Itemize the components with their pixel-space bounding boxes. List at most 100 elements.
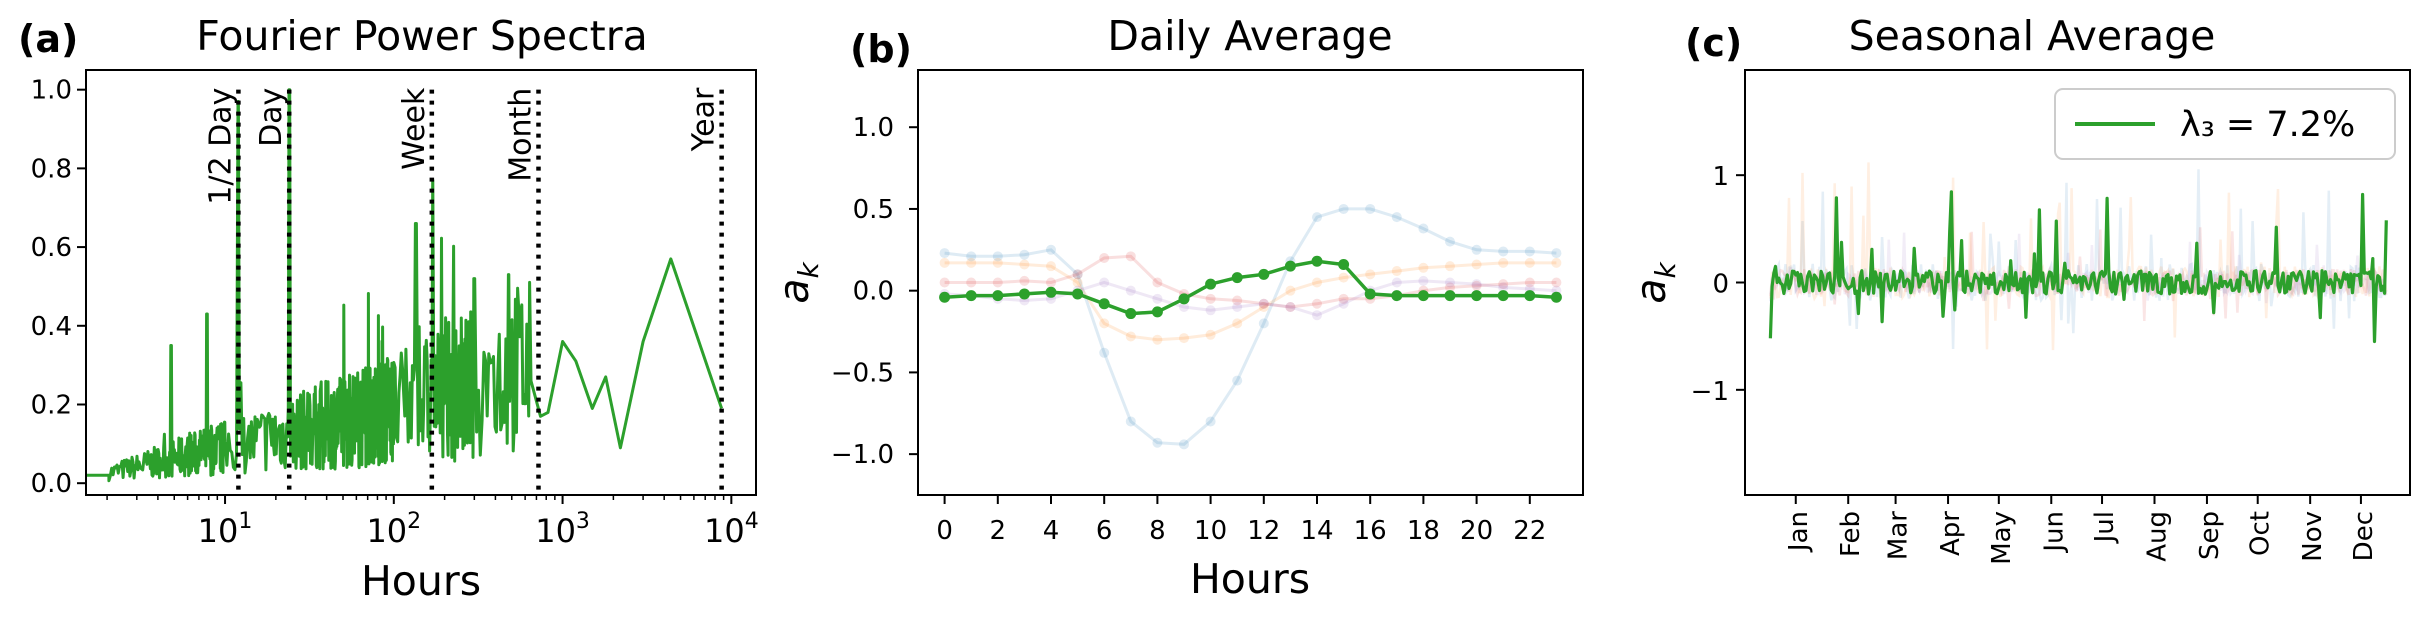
a-marker-label: 1/2 Day — [203, 88, 238, 205]
b-series-point — [1312, 277, 1322, 288]
c-xtick-label: May — [1987, 511, 2017, 565]
b-series-point — [1471, 280, 1482, 291]
b-series-point — [1471, 244, 1482, 255]
c-ytick-label: 0 — [1712, 270, 1729, 300]
a-ytick-label: 0.2 — [31, 390, 72, 420]
b-series-point — [1205, 416, 1216, 427]
a-marker-label: Week — [397, 87, 432, 170]
b-series-point — [1125, 285, 1136, 296]
b-series-point — [1391, 290, 1403, 302]
b-series-point — [1099, 347, 1110, 358]
b-series-point — [1046, 244, 1056, 255]
b-series-point — [1391, 277, 1402, 288]
b-series-point — [1072, 269, 1083, 280]
panel-a-frame — [85, 69, 757, 496]
c-xtick-label: Oct — [2246, 511, 2276, 556]
panel-b-ylabel: ak — [770, 261, 825, 304]
b-series-point — [1445, 282, 1455, 293]
c-xtick-label: Sep — [2195, 511, 2225, 560]
c-xtick-label: Nov — [2298, 511, 2328, 562]
panel-c-frame — [1744, 69, 2411, 496]
b-series-point — [1338, 272, 1349, 283]
b-series-point — [1098, 298, 1110, 310]
c-xtick-label: Jun — [2039, 511, 2069, 554]
b-series-point — [1152, 293, 1163, 304]
b-series-point — [1524, 246, 1535, 257]
b-series-point — [1045, 286, 1057, 298]
panel-c: (c) Seasonal Average −1 0 1 Jan Feb Mar Apr May… — [1627, 12, 2411, 565]
b-series-point — [939, 277, 950, 288]
b-xtick-label: 16 — [1354, 516, 1387, 546]
b-series-line — [944, 207, 1557, 446]
legend-box — [2054, 88, 2396, 160]
b-series-point — [1099, 277, 1110, 288]
b-series-point — [1099, 252, 1110, 263]
legend-label: λ₃ = 7.2% — [2180, 105, 2355, 145]
b-xtick-label: 2 — [990, 516, 1007, 546]
panel-a-plot-area: 0.0 0.2 0.4 0.6 0.8 1.0 101 102 103 104 1/2 Day Day… — [31, 76, 759, 550]
panel-b-frame — [917, 69, 1584, 496]
b-series-point — [1471, 290, 1483, 302]
panel-b-xlabel: Hours — [1190, 555, 1310, 603]
b-xtick-label: 8 — [1149, 516, 1166, 546]
panel-b-plot-area: −1.0 −0.5 0.0 0.5 1.0 0 2 4 6 8 10 12 14 16 18 20 22 — [831, 113, 1562, 546]
b-series-point — [1232, 295, 1243, 306]
b-series-line — [944, 261, 1557, 342]
b-series-line — [944, 254, 1557, 309]
b-series-point — [1285, 302, 1296, 313]
c-xtick-label: Aug — [2142, 511, 2172, 562]
a-ytick-label: 0.4 — [31, 312, 72, 342]
c-main-series-line — [1768, 190, 2388, 344]
panel-b-title: Daily Average — [1107, 12, 1392, 60]
b-series-point — [1258, 298, 1269, 309]
b-xtick-label: 6 — [1096, 516, 1113, 546]
b-xtick-label: 12 — [1247, 516, 1280, 546]
b-series-point — [1284, 260, 1296, 272]
c-ytick-label: −1 — [1691, 377, 1729, 407]
panel-c-ylabel: ak — [1627, 261, 1682, 304]
panel-b-label: (b) — [850, 27, 912, 71]
b-series-point — [1285, 285, 1296, 296]
b-series-point — [1179, 439, 1189, 450]
b-ytick-label: −1.0 — [831, 440, 894, 470]
c-xtick-label: Jul — [2090, 511, 2120, 544]
b-xtick-label: 20 — [1460, 516, 1493, 546]
a-xtick-label: 101 — [198, 509, 253, 550]
b-series-point — [965, 290, 977, 302]
b-series-point — [1046, 261, 1056, 272]
b-series-point — [1285, 302, 1296, 313]
b-series-point — [1445, 236, 1455, 247]
a-marker-label: Year — [687, 87, 722, 152]
panel-a: (a) Fourier Power Spectra 0.00.20.40.60.… — [18, 12, 759, 605]
panel-c-label: (c) — [1685, 21, 1742, 65]
a-marker-label: Day — [254, 88, 289, 147]
b-series-point — [1312, 310, 1322, 321]
b-series-point — [1152, 334, 1163, 345]
a-ytick-label: 0.0 — [31, 469, 72, 499]
b-series-point — [1364, 288, 1376, 300]
b-series-point — [966, 251, 977, 262]
b-series-point — [1179, 302, 1189, 313]
b-series-point — [1498, 279, 1509, 290]
b-ytick-label: 0.5 — [853, 195, 894, 225]
b-series-point — [939, 257, 950, 268]
b-series-point — [1551, 277, 1562, 288]
b-series-point — [1205, 329, 1216, 340]
b-xtick-label: 18 — [1407, 516, 1440, 546]
b-series-point — [1444, 290, 1456, 302]
b-series-point — [1338, 259, 1350, 271]
b-series-point — [1551, 257, 1562, 268]
b-series-point — [1338, 203, 1349, 214]
a-ytick-label: 1.0 — [31, 76, 72, 106]
b-xtick-label: 22 — [1513, 516, 1546, 546]
b-series-point — [1152, 437, 1163, 448]
b-series-point — [992, 257, 1003, 268]
a-xtick-label: 102 — [366, 509, 421, 550]
c-ytick-label: 1 — [1712, 162, 1729, 192]
b-series-point — [1125, 251, 1136, 262]
b-series-point — [1072, 288, 1084, 300]
panel-a-label: (a) — [18, 17, 78, 61]
b-series-point — [1232, 302, 1243, 313]
b-series-point — [1125, 416, 1136, 427]
